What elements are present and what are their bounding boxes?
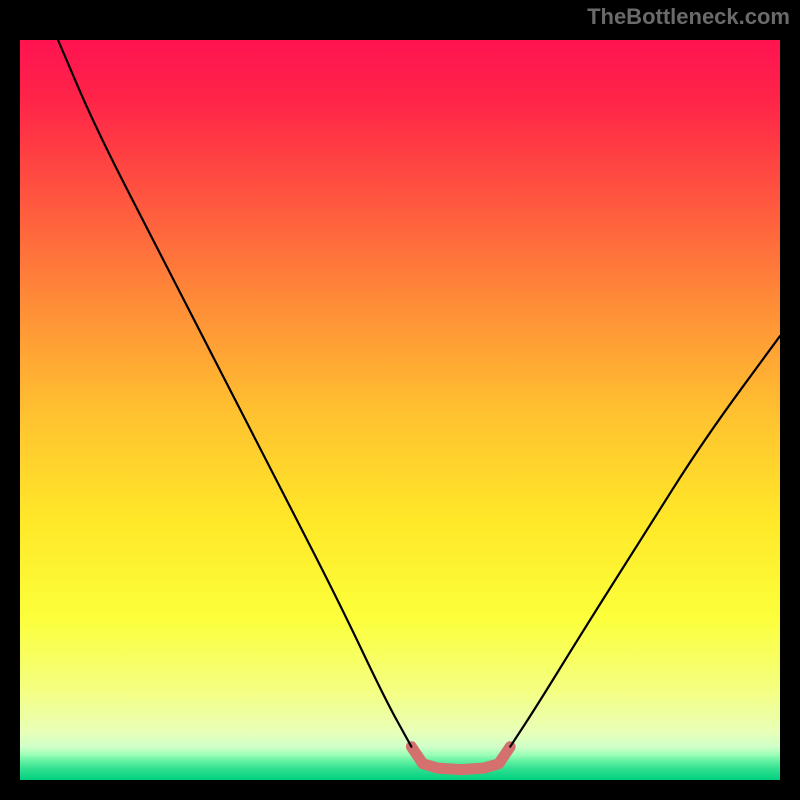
plot-area — [20, 40, 780, 780]
bottleneck-svg — [20, 40, 780, 780]
chart-frame: TheBottleneck.com — [0, 0, 800, 800]
gradient-background — [20, 40, 780, 780]
attribution-text: TheBottleneck.com — [587, 4, 790, 30]
